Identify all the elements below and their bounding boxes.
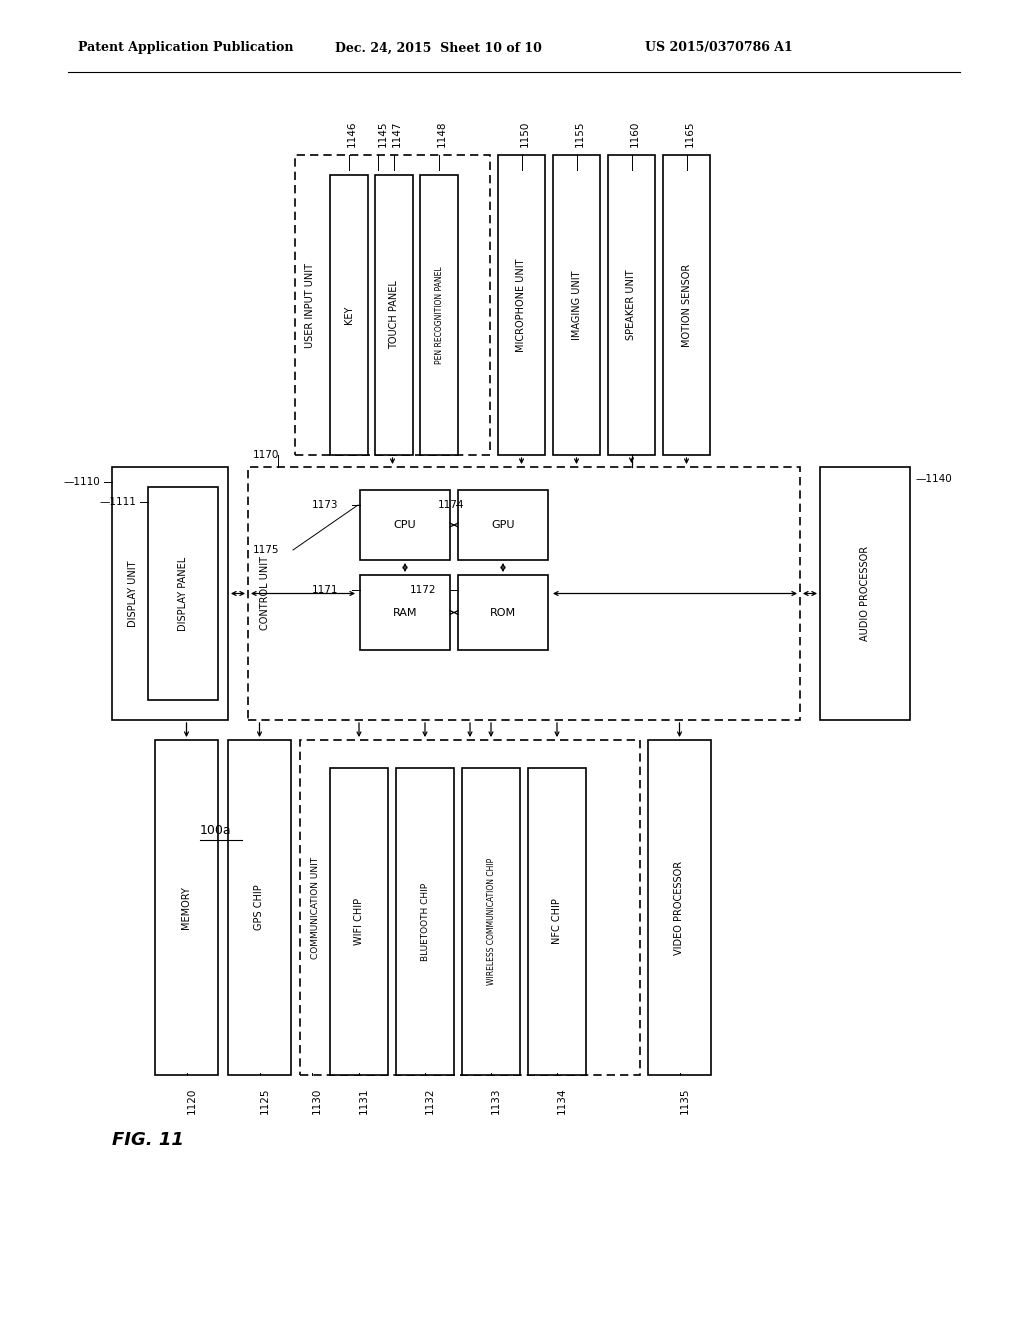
Text: 1174: 1174 — [438, 500, 465, 510]
Bar — [228, 741, 291, 1074]
Text: 1133: 1133 — [490, 1088, 501, 1114]
Bar — [360, 490, 450, 560]
Text: MOTION SENSOR: MOTION SENSOR — [682, 264, 691, 347]
Text: 1172: 1172 — [410, 585, 436, 595]
Text: —1110: —1110 — [63, 477, 100, 487]
Bar — [295, 154, 490, 455]
Text: 1165: 1165 — [684, 120, 694, 147]
Text: AUDIO PROCESSOR: AUDIO PROCESSOR — [860, 546, 870, 642]
Text: DISPLAY UNIT: DISPLAY UNIT — [128, 560, 138, 627]
Text: 1131: 1131 — [359, 1088, 369, 1114]
Bar — [396, 768, 454, 1074]
Text: ROM: ROM — [489, 607, 516, 618]
Text: MICROPHONE UNIT: MICROPHONE UNIT — [516, 259, 526, 351]
Text: USER INPUT UNIT: USER INPUT UNIT — [305, 263, 315, 347]
Text: 1135: 1135 — [680, 1088, 689, 1114]
Text: NFC CHIP: NFC CHIP — [552, 899, 562, 944]
Text: 1171: 1171 — [312, 585, 339, 595]
Bar — [458, 490, 548, 560]
Text: 1147: 1147 — [392, 120, 402, 147]
Bar — [553, 154, 600, 455]
Text: 1173: 1173 — [312, 500, 339, 510]
Bar — [248, 467, 800, 719]
Text: 1125: 1125 — [259, 1088, 269, 1114]
Bar — [820, 467, 910, 719]
Text: GPU: GPU — [492, 520, 515, 531]
Text: 1150: 1150 — [519, 120, 529, 147]
Text: Patent Application Publication: Patent Application Publication — [78, 41, 294, 54]
Bar — [330, 768, 388, 1074]
Text: TOUCH PANEL: TOUCH PANEL — [389, 281, 399, 350]
Text: IMAGING UNIT: IMAGING UNIT — [571, 271, 582, 339]
Text: 1132: 1132 — [425, 1088, 435, 1114]
Text: FIG. 11: FIG. 11 — [112, 1131, 184, 1148]
Bar — [155, 741, 218, 1074]
Bar — [330, 176, 368, 455]
Text: SPEAKER UNIT: SPEAKER UNIT — [627, 269, 637, 341]
Bar — [608, 154, 655, 455]
Bar — [458, 576, 548, 649]
Text: —1140: —1140 — [915, 474, 951, 484]
Bar — [528, 768, 586, 1074]
Text: 1146: 1146 — [347, 120, 357, 147]
Bar — [112, 467, 228, 719]
Text: WIFI CHIP: WIFI CHIP — [354, 898, 364, 945]
Text: 1170: 1170 — [253, 450, 280, 459]
Text: —1111: —1111 — [100, 498, 137, 507]
Bar — [648, 741, 711, 1074]
Text: Dec. 24, 2015  Sheet 10 of 10: Dec. 24, 2015 Sheet 10 of 10 — [335, 41, 542, 54]
Bar — [148, 487, 218, 700]
Text: DISPLAY PANEL: DISPLAY PANEL — [178, 556, 188, 631]
Text: VIDEO PROCESSOR: VIDEO PROCESSOR — [675, 861, 684, 954]
Text: CONTROL UNIT: CONTROL UNIT — [260, 557, 270, 631]
Text: US 2015/0370786 A1: US 2015/0370786 A1 — [645, 41, 793, 54]
Bar — [360, 576, 450, 649]
Text: CPU: CPU — [393, 520, 417, 531]
Text: 1145: 1145 — [378, 120, 387, 147]
Text: 1160: 1160 — [630, 120, 640, 147]
Text: 1134: 1134 — [557, 1088, 567, 1114]
Bar — [498, 154, 545, 455]
Text: GPS CHIP: GPS CHIP — [255, 884, 264, 931]
Bar — [663, 154, 710, 455]
Bar — [300, 741, 640, 1074]
Text: COMMUNICATION UNIT: COMMUNICATION UNIT — [311, 857, 321, 958]
Text: 1155: 1155 — [574, 120, 585, 147]
Text: MEMORY: MEMORY — [181, 886, 191, 929]
Text: KEY: KEY — [344, 306, 354, 325]
Bar — [462, 768, 520, 1074]
Bar — [375, 176, 413, 455]
Text: 1175: 1175 — [253, 545, 280, 554]
Bar — [420, 176, 458, 455]
Text: 1120: 1120 — [186, 1088, 197, 1114]
Text: 1130: 1130 — [312, 1088, 322, 1114]
Text: BLUETOOTH CHIP: BLUETOOTH CHIP — [421, 883, 429, 961]
Text: WIRELESS COMMUNICATION CHIP: WIRELESS COMMUNICATION CHIP — [486, 858, 496, 985]
Text: 1148: 1148 — [437, 120, 447, 147]
Text: RAM: RAM — [393, 607, 417, 618]
Text: PEN RECOGNITION PANEL: PEN RECOGNITION PANEL — [434, 267, 443, 364]
Text: 100a: 100a — [200, 824, 231, 837]
